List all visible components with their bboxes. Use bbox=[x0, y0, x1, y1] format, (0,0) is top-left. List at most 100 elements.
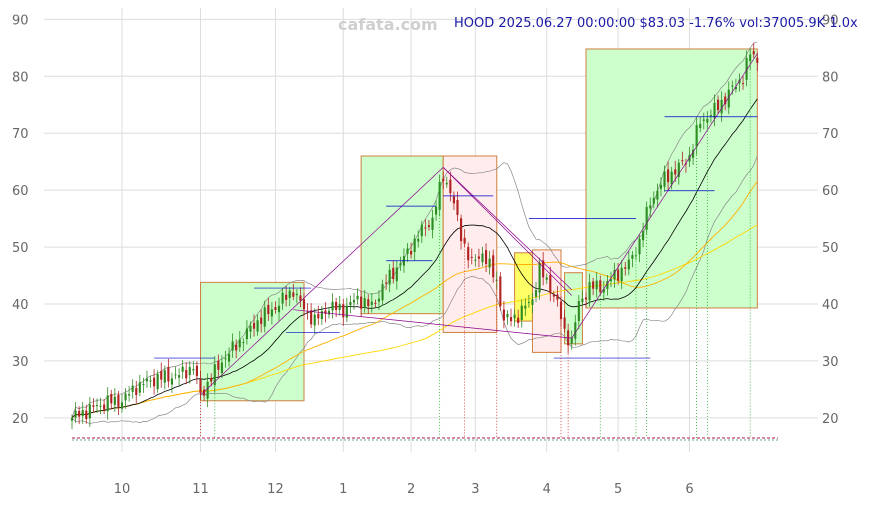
candle-body bbox=[613, 269, 616, 280]
candle-body bbox=[588, 282, 591, 301]
candle-body bbox=[192, 369, 195, 371]
candle-body bbox=[188, 367, 191, 376]
y-tick-label-left: 40 bbox=[12, 298, 29, 313]
candle-body bbox=[406, 248, 409, 254]
candle-body bbox=[452, 196, 455, 204]
candle-body bbox=[178, 375, 181, 378]
candle-body bbox=[631, 255, 634, 259]
watermark: cafata.com bbox=[338, 15, 438, 34]
candle-body bbox=[484, 250, 488, 265]
candle-body bbox=[720, 99, 723, 114]
candle-body bbox=[517, 317, 520, 323]
candle-body bbox=[327, 310, 331, 315]
candle-body bbox=[199, 379, 202, 394]
candle-body bbox=[734, 86, 737, 90]
candle-body bbox=[534, 290, 538, 297]
candle-body bbox=[581, 298, 584, 303]
candle-body bbox=[138, 382, 141, 393]
candle-body bbox=[570, 337, 573, 344]
candle-body bbox=[274, 307, 277, 310]
candle-body bbox=[527, 302, 530, 304]
candle-body bbox=[117, 394, 120, 407]
candle-body bbox=[70, 417, 74, 421]
candle-body bbox=[470, 256, 473, 258]
candle-body bbox=[242, 342, 245, 344]
datetime: 2025.06.27 00:00:00 bbox=[498, 16, 636, 31]
candle-body bbox=[367, 299, 370, 307]
trendline bbox=[571, 53, 758, 339]
candle-body bbox=[374, 302, 377, 304]
candle-body bbox=[181, 366, 184, 372]
candle-body bbox=[509, 317, 513, 322]
x-tick-label: 4 bbox=[543, 482, 551, 497]
candle-body bbox=[752, 51, 755, 55]
box-pink bbox=[531, 249, 562, 353]
chart-header: HOOD 2025.06.27 00:00:00 $83.03 -1.76% v… bbox=[454, 16, 858, 31]
candle-body bbox=[399, 263, 402, 266]
candle-body bbox=[277, 305, 281, 313]
candle-body bbox=[270, 309, 273, 317]
candle-body bbox=[202, 389, 206, 396]
y-tick-label-right: 80 bbox=[822, 70, 839, 85]
candle-body bbox=[420, 224, 423, 237]
candle-body bbox=[99, 405, 102, 407]
y-tick-label-right: 60 bbox=[822, 184, 839, 199]
candle-body bbox=[302, 299, 306, 310]
candle-body bbox=[317, 313, 320, 319]
y-tick-label-left: 50 bbox=[12, 241, 29, 256]
candle-body bbox=[552, 294, 555, 297]
candle-body bbox=[106, 395, 109, 412]
candle-body bbox=[213, 364, 216, 386]
y-tick-label-right: 50 bbox=[822, 241, 839, 256]
candle-body bbox=[174, 374, 177, 376]
x-tick-label: 2 bbox=[407, 482, 415, 497]
candle-body bbox=[674, 169, 677, 175]
candle-body bbox=[624, 267, 627, 269]
candle-body bbox=[417, 238, 420, 242]
candle-body bbox=[195, 365, 198, 377]
candle-body bbox=[656, 190, 659, 200]
candle-body bbox=[238, 339, 241, 348]
candle-body bbox=[285, 294, 288, 300]
candle-body bbox=[695, 125, 698, 147]
candle-body bbox=[427, 225, 431, 227]
candle-body bbox=[410, 250, 413, 255]
candle-body bbox=[120, 402, 124, 409]
y-tick-label-right: 30 bbox=[822, 355, 839, 370]
x-tick-label: 3 bbox=[471, 482, 479, 497]
candle-body bbox=[342, 304, 345, 318]
candle-body bbox=[563, 317, 566, 329]
candle-body bbox=[349, 301, 352, 306]
candle-body bbox=[502, 309, 505, 321]
y-tick-label-right: 20 bbox=[822, 412, 839, 427]
candle-body bbox=[245, 328, 248, 340]
candle-body bbox=[145, 378, 149, 382]
candle-body bbox=[263, 307, 266, 327]
candle-body bbox=[688, 154, 691, 162]
candle-body bbox=[385, 282, 388, 284]
trendline bbox=[442, 167, 572, 296]
candle-body bbox=[463, 237, 466, 244]
candle-body bbox=[559, 301, 563, 320]
candle-body bbox=[217, 360, 220, 370]
candle-body bbox=[256, 320, 259, 332]
candle-body bbox=[549, 275, 552, 293]
candle-body bbox=[706, 118, 709, 123]
candle-body bbox=[738, 79, 741, 84]
candle-body bbox=[281, 292, 284, 304]
candle-body bbox=[545, 277, 548, 280]
candle-body bbox=[663, 171, 666, 187]
candle-body bbox=[170, 378, 174, 385]
candle-body bbox=[702, 119, 705, 121]
candle-body bbox=[74, 410, 77, 418]
candle-body bbox=[716, 99, 720, 111]
candle-body bbox=[445, 182, 448, 185]
ticker: HOOD bbox=[454, 16, 495, 31]
candle-body bbox=[602, 289, 605, 293]
candle-body bbox=[681, 160, 684, 162]
candle-body bbox=[156, 374, 159, 390]
change: -1.76% bbox=[689, 16, 736, 31]
candle-body bbox=[499, 276, 502, 307]
candle-body bbox=[392, 267, 395, 280]
